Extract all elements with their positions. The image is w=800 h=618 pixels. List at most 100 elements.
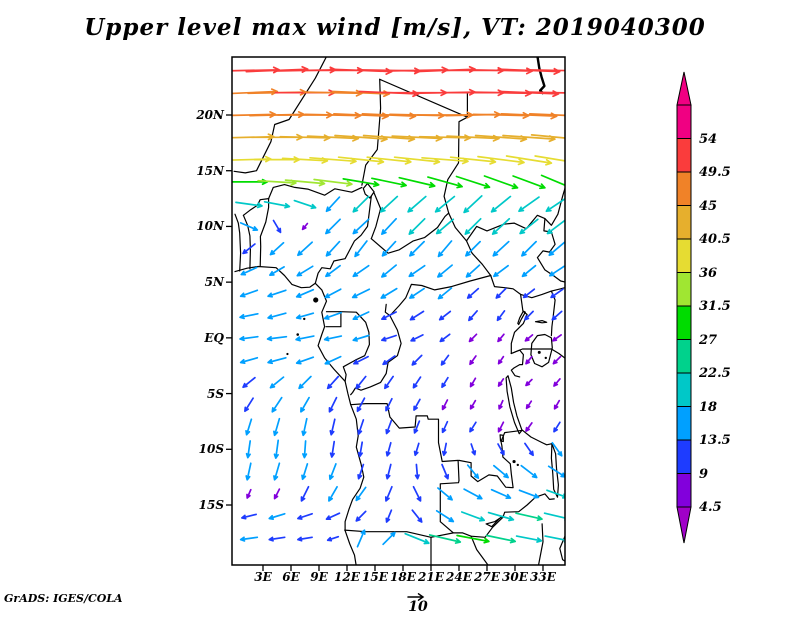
- wind-arrow: [273, 462, 281, 481]
- x-axis-label: 27E: [474, 570, 500, 584]
- wind-arrow: [385, 441, 392, 457]
- wind-arrow: [456, 534, 490, 544]
- wind-arrow: [328, 463, 337, 481]
- basemap-borders: [233, 57, 565, 565]
- lake-nasser: [536, 57, 546, 95]
- wind-arrow: [519, 218, 539, 235]
- colorbar-label: 45: [699, 198, 718, 214]
- wind-arrow: [525, 378, 533, 387]
- wind-arrow: [460, 511, 486, 522]
- wind-arrow: [449, 156, 497, 165]
- lake-outline: [530, 333, 553, 368]
- wind-arrow: [496, 310, 506, 322]
- wind-arrow: [441, 376, 449, 389]
- wind-arrow: [267, 356, 287, 365]
- wind-arrow: [437, 264, 453, 278]
- wind-arrow: [273, 439, 280, 459]
- map-frame: [226, 56, 566, 571]
- wind-arrow: [296, 265, 314, 277]
- colorbar-band: [676, 439, 692, 474]
- wind-arrow: [468, 310, 478, 322]
- colorbar-label: 22.5: [699, 366, 731, 381]
- island-dot: [516, 463, 519, 467]
- wind-arrow: [412, 376, 422, 389]
- wind-arrow: [242, 376, 256, 389]
- wind-arrow: [398, 176, 436, 189]
- wind-arrow: [526, 91, 565, 94]
- wind-arrow: [437, 287, 453, 300]
- wind-arrow: [355, 486, 367, 502]
- wind-arrow: [352, 334, 370, 342]
- lake-outline: [517, 310, 526, 326]
- wind-arrow: [497, 378, 505, 387]
- wind-arrow: [483, 175, 519, 190]
- lake-outline: [505, 375, 523, 435]
- wind-arrow: [239, 289, 259, 298]
- colorbar-band: [676, 138, 692, 173]
- wind-arrow: [384, 485, 393, 502]
- colorbar-label: 31.5: [699, 299, 731, 314]
- wind-arrow: [246, 488, 252, 499]
- wind-arrow: [295, 312, 315, 320]
- wind-arrow: [300, 396, 310, 413]
- border-line: [470, 535, 489, 565]
- wind-arrow: [239, 335, 259, 342]
- wind-arrow: [553, 399, 561, 410]
- y-axis-label: 20N: [196, 108, 224, 122]
- wind-arrow: [244, 397, 254, 413]
- wind-arrow: [354, 240, 368, 258]
- wind-arrow: [528, 112, 565, 117]
- wind-arrow: [547, 465, 565, 478]
- wind-arrow: [435, 218, 455, 235]
- wind-arrow: [385, 463, 392, 480]
- island-dot: [296, 333, 300, 336]
- wind-arrow: [393, 156, 441, 165]
- wind-arrow: [548, 241, 565, 257]
- wind-arrow: [239, 356, 259, 365]
- wind-arrow: [466, 464, 480, 479]
- wind-arrow: [271, 396, 283, 413]
- wind-arrow: [381, 217, 397, 235]
- wind-arrow: [297, 536, 313, 542]
- wind-arrow: [352, 195, 370, 213]
- wind-arrow: [463, 488, 483, 500]
- x-axis-label: 3E: [254, 570, 272, 584]
- wind-arrow: [295, 288, 315, 298]
- x-axis-label: 15E: [362, 570, 388, 584]
- wind-arrow: [323, 311, 343, 320]
- y-axis-label: 10S: [198, 442, 224, 457]
- wind-arrow: [295, 335, 315, 342]
- wind-arrow: [413, 442, 420, 457]
- border-line: [268, 184, 363, 200]
- wind-arrow: [241, 513, 257, 520]
- wind-arrow: [272, 219, 282, 234]
- wind-arrow: [351, 288, 371, 299]
- wind-arrow: [409, 240, 425, 257]
- wind-arrow: [524, 442, 534, 457]
- wind-arrow: [380, 287, 398, 299]
- wind-arrow: [404, 532, 430, 545]
- border-line: [259, 198, 270, 268]
- reference-vector-label: 10: [408, 599, 428, 615]
- colorbar-band: [676, 406, 692, 441]
- wind-arrow: [497, 333, 505, 343]
- wind-arrow: [492, 240, 510, 257]
- x-axis-label: 12E: [334, 570, 360, 584]
- wind-arrow: [381, 334, 397, 342]
- wind-arrow: [411, 509, 423, 523]
- wind-arrow: [352, 218, 370, 235]
- wind-arrow: [357, 441, 364, 458]
- wind-arrow: [245, 440, 252, 459]
- border-line: [384, 274, 492, 317]
- wind-arrow: [355, 375, 367, 390]
- colorbar-label: 13.5: [699, 433, 731, 448]
- x-axis-label: 30E: [502, 570, 528, 584]
- wind-arrow: [313, 178, 353, 187]
- reference-vector-arrow: [407, 593, 425, 601]
- wind-arrow: [381, 264, 397, 278]
- wind-arrow: [530, 134, 565, 139]
- wind-arrow: [522, 288, 536, 299]
- wind-arrow: [239, 222, 259, 232]
